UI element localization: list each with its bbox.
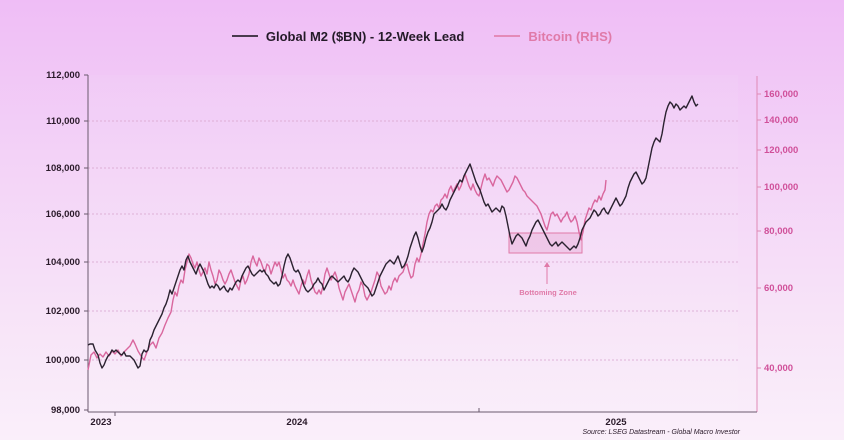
chart-legend: Global M2 ($BN) - 12-Week Lead Bitcoin (… <box>0 27 844 45</box>
right-tick-label: 60,000 <box>764 283 793 294</box>
legend-label-bitcoin: Bitcoin (RHS) <box>528 28 613 44</box>
x-tick-label: 2025 <box>605 417 627 428</box>
left-tick-label: 108,000 <box>46 163 80 174</box>
m2-line <box>87 95 699 369</box>
left-tick-label: 112,000 <box>46 70 80 81</box>
legend-label-m2: Global M2 ($BN) - 12-Week Lead <box>265 28 465 44</box>
bitcoin-line <box>87 173 607 371</box>
plot-area <box>88 75 738 412</box>
left-tick-label: 102,000 <box>46 306 80 317</box>
left-tick-label: 98,000 <box>51 405 80 416</box>
left-tick-label: 110,000 <box>46 116 80 127</box>
bottoming-zone-box <box>508 232 583 254</box>
right-tick-label: 100,000 <box>764 182 798 193</box>
right-tick-label: 140,000 <box>764 115 798 126</box>
legend-item-bitcoin: Bitcoin (RHS) <box>494 29 612 44</box>
left-tick-label: 100,000 <box>46 355 80 366</box>
x-tick-label: 2023 <box>90 417 111 428</box>
legend-swatch-bitcoin <box>494 35 521 37</box>
right-tick-label: 120,000 <box>764 145 798 156</box>
legend-item-m2: Global M2 ($BN) - 12-Week Lead <box>231 28 465 44</box>
bottoming-zone-arrow <box>544 262 550 284</box>
x-tick-label: 2024 <box>286 417 308 428</box>
right-tick-label: 40,000 <box>764 363 793 374</box>
left-axis: 112,000 110,000 108,000 106,000 104,000 … <box>46 70 89 416</box>
left-tick-label: 104,000 <box>46 257 80 268</box>
x-axis: 2023 2024 2025 <box>88 408 757 428</box>
bottoming-zone-label: Bottoming Zone <box>519 288 577 297</box>
source-note: Source: LSEG Datastream - Global Macro I… <box>582 429 740 436</box>
left-tick-label: 106,000 <box>46 209 80 220</box>
gridlines <box>88 120 738 361</box>
right-tick-label: 160,000 <box>764 89 798 100</box>
right-axis: 160,000 140,000 120,000 100,000 80,000 6… <box>756 76 798 412</box>
legend-swatch-m2 <box>231 35 258 37</box>
right-tick-label: 80,000 <box>764 226 793 237</box>
